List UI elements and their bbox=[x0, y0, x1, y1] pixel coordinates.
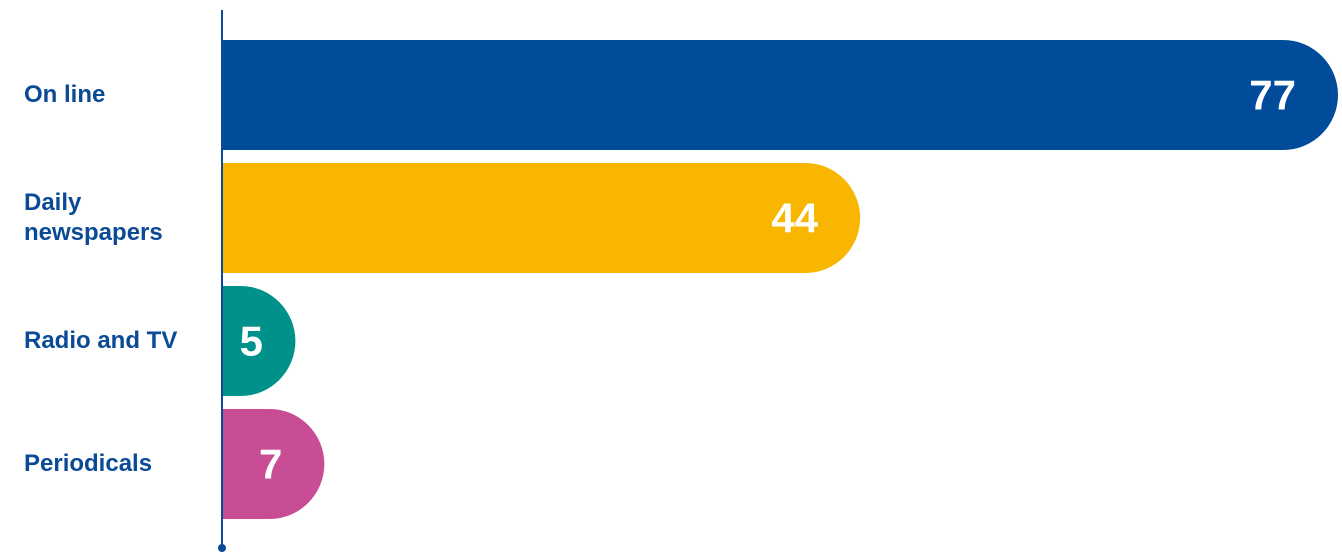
category-label: Radio and TV bbox=[24, 327, 178, 354]
axis-dot bbox=[218, 544, 226, 552]
value-label: 77 bbox=[1249, 72, 1296, 119]
bar bbox=[223, 409, 325, 519]
category-label: Periodicals bbox=[24, 450, 153, 477]
value-label: 7 bbox=[259, 441, 282, 488]
category-label: Daily newspapers bbox=[24, 189, 163, 246]
value-label: 44 bbox=[771, 195, 818, 242]
bar bbox=[223, 286, 296, 396]
category-label: On line bbox=[24, 81, 106, 108]
value-label: 5 bbox=[240, 318, 263, 365]
bar bbox=[223, 40, 1338, 150]
bar bbox=[223, 163, 861, 273]
